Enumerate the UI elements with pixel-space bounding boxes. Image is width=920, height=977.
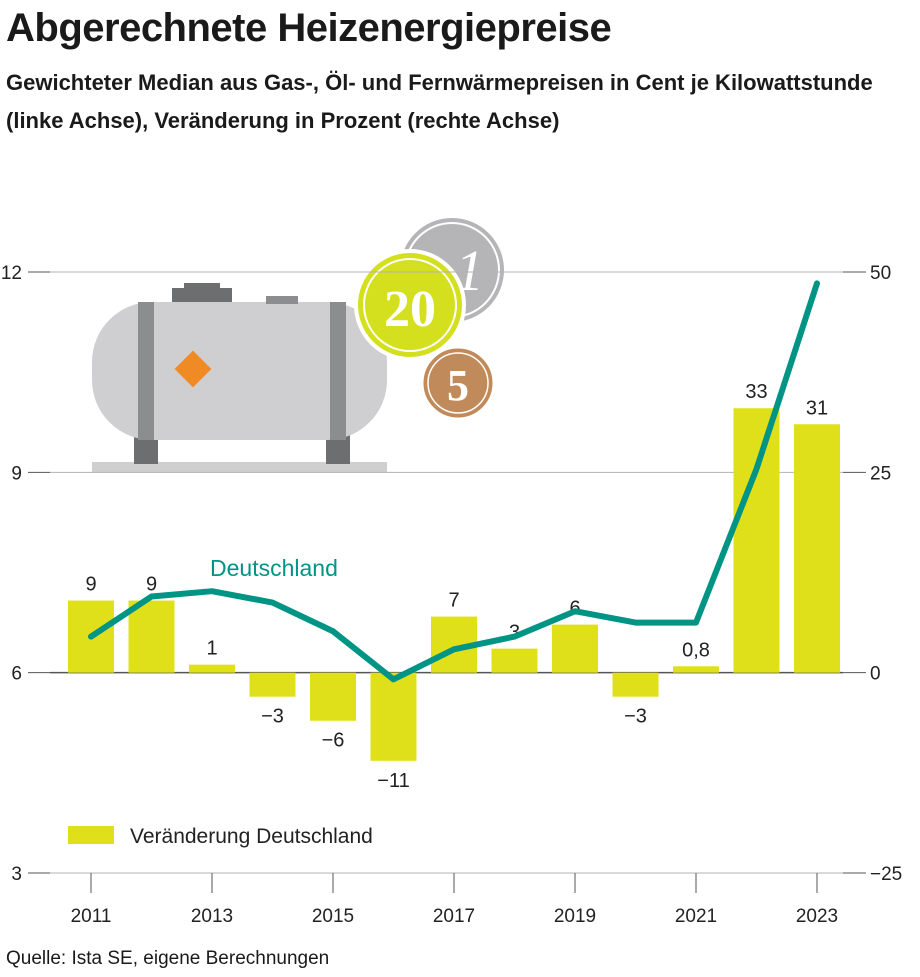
bar bbox=[612, 672, 659, 697]
bar-label: 31 bbox=[806, 397, 828, 419]
legend-swatch bbox=[68, 826, 114, 844]
x-tick-label: 2013 bbox=[191, 906, 233, 927]
bar-label: 9 bbox=[85, 574, 96, 596]
bar-label: 3 bbox=[509, 622, 520, 644]
bar bbox=[794, 424, 840, 673]
bar bbox=[310, 672, 356, 721]
bar-label: −3 bbox=[624, 706, 647, 728]
bar-label: 33 bbox=[745, 381, 767, 403]
svg-text:5: 5 bbox=[447, 361, 469, 410]
bar bbox=[733, 408, 780, 673]
bar-label: −11 bbox=[377, 770, 409, 792]
line-series-deutschland bbox=[88, 280, 820, 683]
bar-label: 9 bbox=[146, 574, 157, 596]
right-tick-label: −25 bbox=[870, 864, 902, 885]
chart-subtitle: Gewichteter Median aus Gas-, Öl- und Fer… bbox=[6, 70, 873, 133]
x-tick-label: 2021 bbox=[675, 906, 717, 927]
x-tick-label: 2017 bbox=[433, 906, 475, 927]
bar bbox=[249, 672, 296, 697]
bar-label: 0,8 bbox=[682, 639, 710, 661]
line-label: Deutschland bbox=[210, 555, 338, 581]
left-tick-label: 12 bbox=[1, 263, 22, 284]
svg-text:20: 20 bbox=[384, 281, 436, 338]
bar bbox=[189, 664, 235, 673]
right-tick-label: 0 bbox=[870, 664, 881, 685]
bar-label: −3 bbox=[261, 706, 284, 728]
left-tick-label: 9 bbox=[11, 463, 22, 484]
bar bbox=[370, 672, 417, 761]
source-note: Quelle: Ista SE, eigene Berechnungen bbox=[6, 948, 330, 969]
oil-tank-coins-illustration: 1 20 5 bbox=[92, 214, 508, 472]
bar bbox=[673, 666, 719, 673]
bar-label: 7 bbox=[448, 590, 459, 612]
x-tick-label: 2023 bbox=[796, 906, 838, 927]
x-tick-label: 2015 bbox=[312, 906, 354, 927]
x-tick-label: 2019 bbox=[554, 906, 596, 927]
bar bbox=[552, 624, 598, 673]
left-tick-label: 3 bbox=[11, 864, 22, 885]
bar-label: −6 bbox=[322, 730, 345, 752]
left-tick-label: 6 bbox=[11, 664, 22, 685]
right-tick-label: 25 bbox=[870, 463, 891, 484]
legend-label: Veränderung Deutschland bbox=[130, 825, 373, 848]
x-tick-label: 2011 bbox=[71, 906, 112, 927]
right-tick-label: 50 bbox=[870, 263, 891, 284]
chart-title: Abgerechnete Heizenergiepreise bbox=[6, 6, 612, 50]
bar-label: 1 bbox=[206, 638, 217, 660]
bar bbox=[128, 600, 175, 673]
bar bbox=[491, 648, 538, 673]
